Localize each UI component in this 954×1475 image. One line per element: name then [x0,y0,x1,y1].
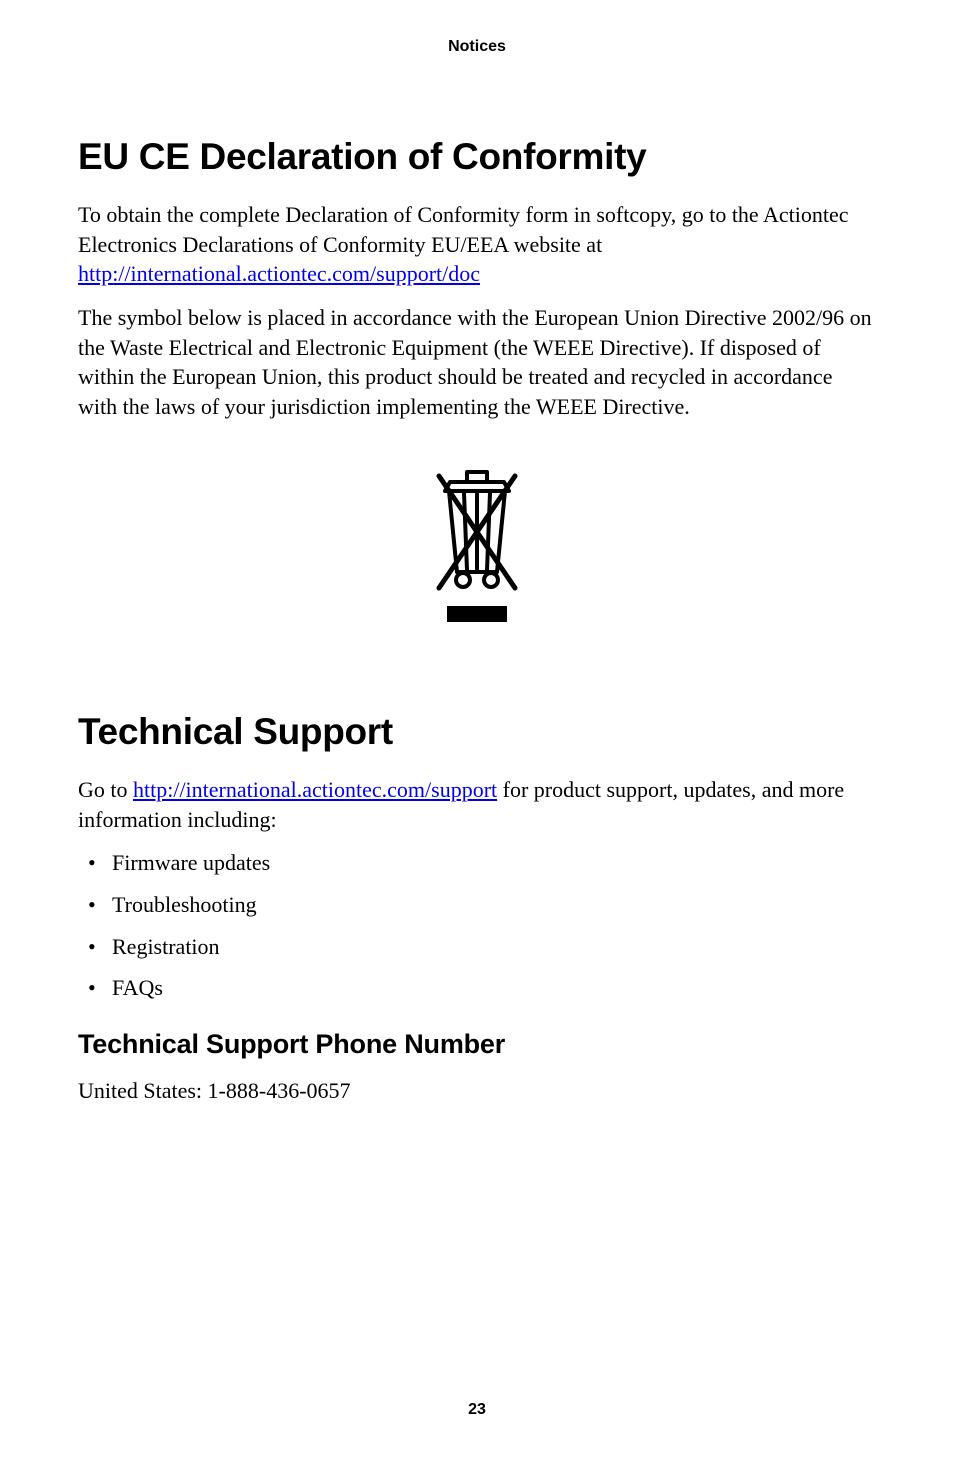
support-intro: Go to http://international.actiontec.com… [78,775,876,834]
list-item: Troubleshooting [82,890,876,920]
header-title: Notices [448,38,506,55]
doc-link[interactable]: http://international.actiontec.com/suppo… [78,261,480,286]
declaration-para-2: The symbol below is placed in accordance… [78,303,876,422]
list-item: FAQs [82,973,876,1003]
para1-text: To obtain the complete Declaration of Co… [78,202,849,257]
list-item: Firmware updates [82,848,876,878]
support-list: Firmware updates Troubleshooting Registr… [78,848,876,1003]
support-phone-line: United States: 1-888-436-0657 [78,1076,876,1106]
page-number: 23 [468,1401,486,1418]
support-phone-heading: Technical Support Phone Number [78,1029,876,1060]
section-heading-support: Technical Support [78,711,876,753]
list-item: Registration [82,932,876,962]
section-heading-declaration: EU CE Declaration of Conformity [78,136,876,178]
page-footer: 23 [0,1401,954,1419]
weee-icon [417,458,537,626]
support-link[interactable]: http://international.actiontec.com/suppo… [133,777,497,802]
declaration-para-1: To obtain the complete Declaration of Co… [78,200,876,289]
weee-symbol-figure [78,458,876,631]
page-header: Notices [78,38,876,56]
support-intro-a: Go to [78,777,133,802]
